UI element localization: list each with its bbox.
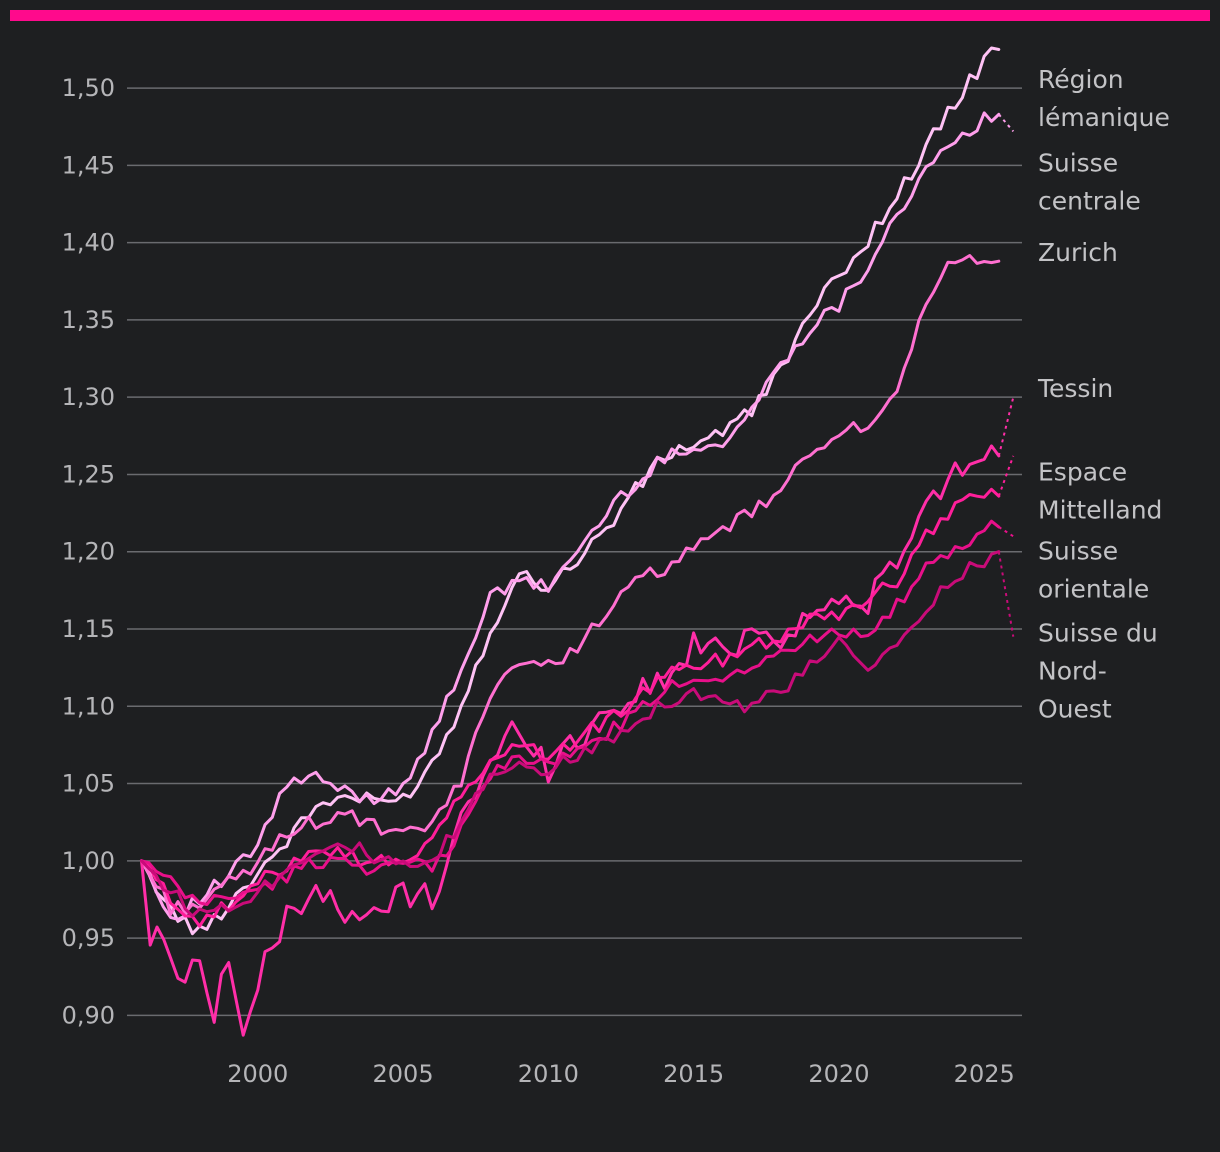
series-label: Région <box>1038 65 1124 94</box>
x-axis-ticks: 2000 2005 2010 2015 2020 2025 <box>227 1060 1015 1088</box>
series-label: Suisse du <box>1038 618 1158 647</box>
series-line <box>140 444 1001 1037</box>
series-label: Mittelland <box>1038 496 1162 525</box>
accent-top-bar <box>10 10 1210 21</box>
series-line <box>140 46 1001 936</box>
series-projection <box>997 551 1015 637</box>
series-label: Suisse <box>1038 149 1118 178</box>
series-label: orientale <box>1038 574 1149 603</box>
series-line <box>140 254 1001 916</box>
gridlines <box>127 87 1022 1017</box>
y-tick-label: 1,35 <box>62 306 115 334</box>
series-label: Espace <box>1038 458 1127 487</box>
series-projection <box>997 396 1015 457</box>
y-tick-label: 1,05 <box>62 770 115 798</box>
series-line <box>140 519 1001 906</box>
series-projection <box>997 455 1015 497</box>
y-tick-label: 1,10 <box>62 692 115 720</box>
series-label: lémanique <box>1038 103 1170 132</box>
y-tick-label: 1,40 <box>62 229 115 257</box>
y-tick-label: 0,90 <box>62 1001 115 1029</box>
series-projection <box>998 113 1015 133</box>
y-tick-label: 1,15 <box>62 615 115 643</box>
y-tick-label: 1,50 <box>62 74 115 102</box>
series-line <box>140 111 1001 921</box>
series-label: Tessin <box>1037 374 1113 403</box>
series-labels: Région lémanique Suisse centrale Zurich Tessi… <box>1037 65 1170 723</box>
y-axis-ticks: 0,90 0,95 1,00 1,05 1,10 1,15 1,20 1,25 1,30 1,35… <box>62 74 115 1029</box>
y-tick-label: 1,45 <box>62 151 115 179</box>
y-tick-label: 0,95 <box>62 924 115 952</box>
series-label: Suisse <box>1038 536 1118 565</box>
y-tick-label: 1,30 <box>62 383 115 411</box>
x-tick-label: 2005 <box>373 1060 434 1088</box>
x-tick-label: 2000 <box>227 1060 288 1088</box>
y-tick-label: 1,25 <box>62 460 115 488</box>
y-tick-label: 1,20 <box>62 538 115 566</box>
x-tick-label: 2020 <box>808 1060 869 1088</box>
x-tick-label: 2025 <box>954 1060 1015 1088</box>
series-line <box>140 550 1001 918</box>
series-label: Zurich <box>1038 238 1118 267</box>
x-tick-label: 2010 <box>518 1060 579 1088</box>
series-label: Nord- <box>1038 656 1107 685</box>
y-tick-label: 1,00 <box>62 847 115 875</box>
series-projection <box>998 526 1014 538</box>
x-tick-label: 2015 <box>663 1060 724 1088</box>
series-label: centrale <box>1038 187 1141 216</box>
series-label: Ouest <box>1038 694 1112 723</box>
series-lines <box>140 46 1015 1037</box>
